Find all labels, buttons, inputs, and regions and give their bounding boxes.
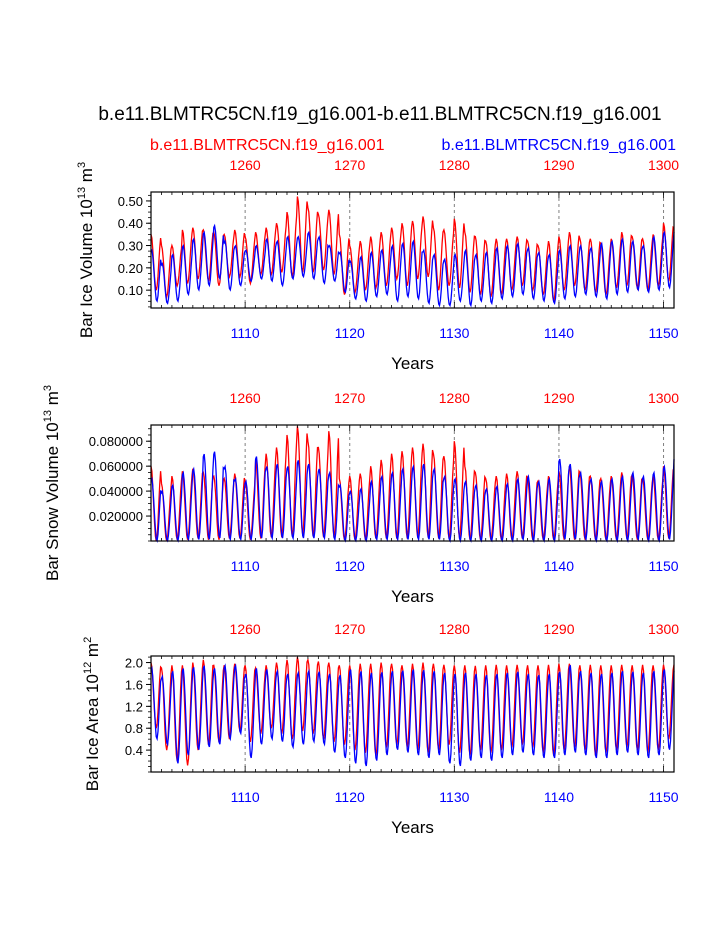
x-tick-label-top: 1290 — [543, 621, 574, 637]
y-axis-label-unit-exponent: 2 — [82, 637, 94, 643]
chart-panel-2: 0.020000 0.040000 0.060000 0.080000 1110 1120… — [42, 385, 679, 606]
x-tick-label-bottom: 1140 — [544, 558, 574, 574]
x-tick-label-top: 1300 — [648, 390, 679, 406]
x-tick-label-top: 1260 — [230, 621, 261, 637]
x-tick-label-bottom: 1110 — [231, 789, 260, 805]
y-tick-label: 0.4 — [125, 743, 143, 758]
y-tick-label: 0.040000 — [89, 484, 143, 499]
y-axis-label-unit-exponent: 3 — [42, 385, 54, 391]
y-axis-label-exponent: 12 — [82, 662, 94, 674]
y-tick-label: 0.060000 — [89, 459, 143, 474]
y-axis-label-text: Bar Ice Volume 10 — [77, 199, 96, 338]
x-tick-label-top: 1260 — [230, 390, 261, 406]
y-axis-label-unit: m — [77, 168, 96, 187]
y-tick-label: 0.40 — [118, 216, 143, 231]
x-axis-label: Years — [391, 354, 434, 373]
x-tick-label-bottom: 1150 — [648, 325, 678, 341]
x-tick-label-top: 1280 — [439, 157, 470, 173]
y-axis-label: Bar Ice Volume 1013 m3 — [76, 162, 96, 338]
legend-blue-label: b.e11.BLMTRC5CN.f19_g16.001 — [441, 137, 676, 154]
series-line-blue — [150, 223, 675, 308]
series-line-blue — [150, 451, 675, 544]
y-tick-label: 0.50 — [118, 194, 143, 209]
x-tick-label-bottom: 1110 — [231, 558, 260, 574]
x-tick-label-top: 1260 — [230, 157, 261, 173]
y-axis-label-text: Bar Snow Volume 10 — [43, 422, 62, 581]
y-tick-label: 0.080000 — [89, 434, 143, 449]
chart-panels: 0.10 0.20 0.30 0.40 0.50 1110 1120 1130 1140 1150… — [42, 157, 679, 837]
y-tick-label: 0.8 — [125, 721, 143, 736]
x-axis-label: Years — [391, 587, 434, 606]
x-tick-label-bottom: 1130 — [439, 558, 469, 574]
legend-red-label: b.e11.BLMTRC5CN.f19_g16.001 — [150, 137, 385, 154]
y-tick-label: 2.0 — [125, 656, 143, 671]
y-axis-label-exponent: 13 — [76, 187, 88, 199]
x-tick-label-top: 1300 — [648, 157, 679, 173]
x-tick-label-top: 1290 — [543, 157, 574, 173]
y-axis-label-text: Bar Ice Area 10 — [83, 674, 102, 791]
y-axis-label-unit: m — [83, 643, 102, 662]
x-tick-label-bottom: 1140 — [544, 325, 574, 341]
x-tick-label-bottom: 1120 — [335, 325, 365, 341]
x-tick-label-top: 1270 — [334, 157, 365, 173]
x-tick-label-top: 1280 — [439, 390, 470, 406]
y-axis-label: Bar Snow Volume 1013 m3 — [42, 385, 62, 581]
x-tick-label-bottom: 1110 — [231, 325, 260, 341]
series-line-blue — [150, 663, 675, 767]
x-tick-label-top: 1300 — [648, 621, 679, 637]
x-tick-label-bottom: 1130 — [439, 325, 469, 341]
chart-panel-3: 0.4 0.8 1.2 1.6 2.0 1110 1120 1130 1140 1150 1260 1… — [82, 621, 679, 837]
x-tick-label-bottom: 1150 — [648, 789, 678, 805]
x-axis-label: Years — [391, 818, 434, 837]
x-tick-label-bottom: 1150 — [648, 558, 678, 574]
x-tick-label-bottom: 1120 — [335, 558, 365, 574]
x-tick-label-bottom: 1130 — [439, 789, 469, 805]
x-tick-label-top: 1270 — [334, 621, 365, 637]
x-tick-label-bottom: 1140 — [544, 789, 574, 805]
x-tick-label-top: 1280 — [439, 621, 470, 637]
y-axis-label-unit: m — [43, 391, 62, 410]
y-tick-label: 1.6 — [125, 677, 143, 692]
y-tick-label: 0.10 — [118, 283, 143, 298]
y-tick-label: 0.30 — [118, 239, 143, 254]
figure-title: b.e11.BLMTRC5CN.f19_g16.001-b.e11.BLMTRC… — [98, 104, 661, 125]
x-tick-label-top: 1290 — [543, 390, 574, 406]
x-tick-label-top: 1270 — [334, 390, 365, 406]
y-tick-label: 0.20 — [118, 261, 143, 276]
y-tick-label: 1.2 — [125, 699, 143, 714]
y-axis-label-unit-exponent: 3 — [76, 162, 88, 168]
y-tick-label: 0.020000 — [89, 509, 143, 524]
y-axis-label-exponent: 13 — [42, 410, 54, 422]
chart-panel-1: 0.10 0.20 0.30 0.40 0.50 1110 1120 1130 1140 1150… — [76, 157, 679, 373]
x-tick-label-bottom: 1120 — [335, 789, 365, 805]
y-axis-label: Bar Ice Area 1012 m2 — [82, 637, 102, 791]
